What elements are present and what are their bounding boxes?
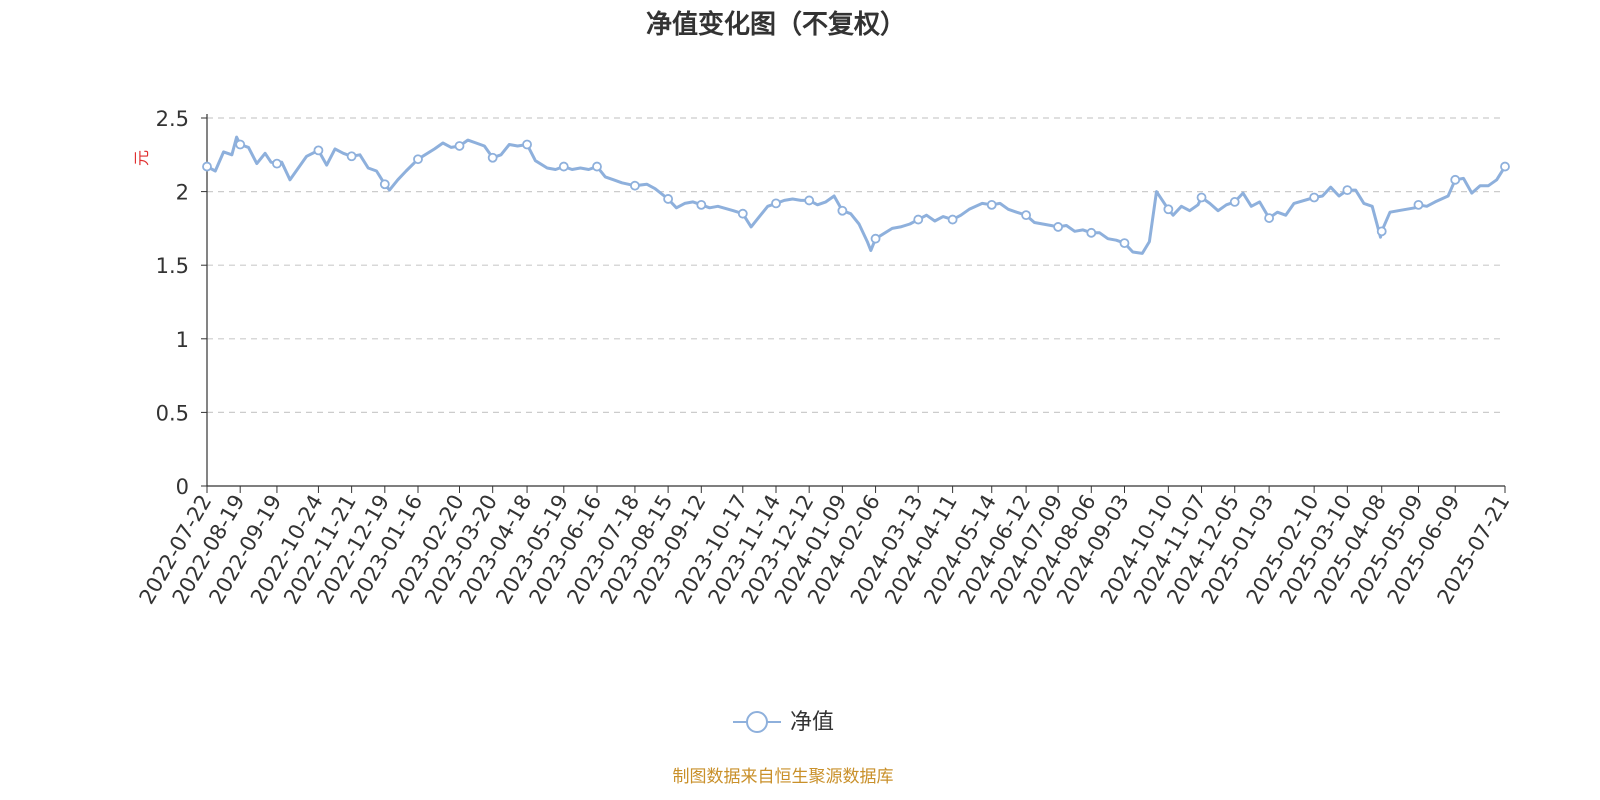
y-tick-label: 1.5	[156, 254, 189, 278]
grid-lines	[207, 117, 1500, 413]
data-point-marker	[696, 199, 707, 210]
data-point-marker	[558, 161, 569, 172]
data-point-marker	[202, 161, 212, 172]
data-point-marker	[1163, 204, 1174, 215]
data-point-marker	[1342, 185, 1353, 196]
data-point-marker	[413, 154, 423, 165]
data-point-marker	[1450, 174, 1461, 185]
data-point-marker	[913, 214, 924, 225]
chart-title: 净值变化图（不复权）	[645, 10, 906, 40]
data-point-marker	[1413, 199, 1424, 210]
data-point-marker	[771, 198, 781, 209]
legend-label: 净值	[790, 710, 834, 735]
data-point-marker	[737, 208, 748, 219]
data-point-marker	[379, 179, 390, 190]
y-tick-label: 2	[176, 181, 189, 205]
data-point-marker	[630, 180, 640, 191]
y-tick-label: 0	[176, 475, 189, 499]
data-point-marker	[487, 152, 498, 163]
data-point-marker	[663, 194, 674, 204]
data-point-marker	[592, 161, 602, 172]
data-point-marker	[1376, 226, 1387, 237]
data-point-marker	[947, 214, 958, 225]
y-axis-label: 元	[132, 150, 151, 166]
data-point-marker	[804, 195, 815, 206]
data-point-marker	[522, 139, 532, 150]
data-point-marker	[870, 233, 881, 244]
source-note: 制图数据来自恒生聚源数据库	[672, 767, 894, 787]
data-point-marker	[1196, 192, 1207, 203]
data-point-marker	[235, 139, 246, 150]
y-tick-label: 1	[176, 328, 189, 352]
data-point-marker	[1086, 227, 1097, 238]
x-axis: 2022-07-222022-08-192022-09-192022-10-24…	[135, 485, 1514, 608]
data-point-marker	[1500, 161, 1510, 172]
data-point-marker	[1229, 197, 1240, 207]
legend[interactable]: 净值	[733, 710, 834, 735]
series-group	[202, 135, 1510, 255]
data-point-marker	[313, 145, 324, 156]
legend-circle-icon	[746, 711, 768, 733]
data-point-marker	[1119, 238, 1130, 249]
data-point-marker	[1264, 213, 1275, 223]
y-tick-label: 2.5	[156, 107, 189, 131]
data-point-marker	[272, 158, 282, 169]
data-point-marker	[837, 205, 848, 216]
series-line	[206, 135, 1507, 255]
data-point-marker	[1053, 222, 1064, 232]
y-tick-label: 0.5	[156, 401, 189, 425]
data-point-marker	[454, 141, 465, 151]
data-point-marker	[346, 151, 357, 162]
data-point-marker	[1309, 192, 1320, 203]
data-point-marker	[986, 199, 997, 210]
data-point-marker	[1021, 210, 1032, 221]
y-axis: 0 0.5 1 1.5 2 2.5	[156, 107, 208, 499]
